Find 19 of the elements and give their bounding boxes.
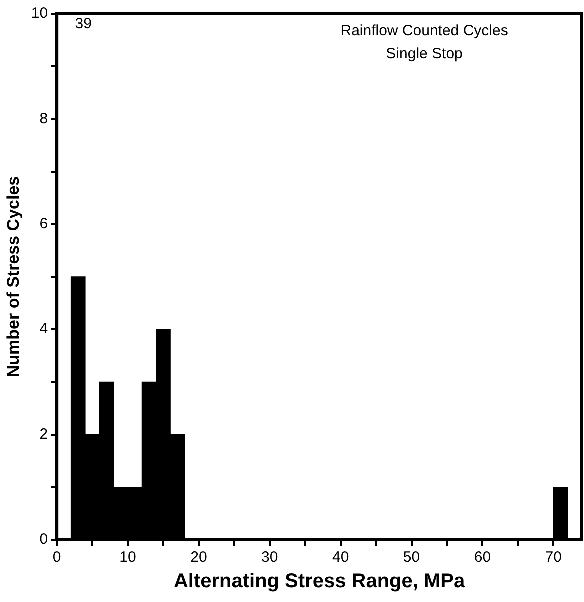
y-tick-label: 6: [40, 216, 48, 233]
annotation: Rainflow Counted Cycles: [340, 22, 508, 40]
y-tick-label: 2: [40, 426, 48, 443]
x-tick-label: 60: [474, 549, 492, 566]
annotation: Single Stop: [386, 46, 463, 63]
x-tick-label: 30: [262, 549, 278, 566]
x-tick-label: 40: [332, 549, 350, 566]
y-axis-title: Number of Stress Cycles: [4, 176, 23, 378]
text: 39: [75, 16, 92, 33]
y-tick-label: 4: [40, 320, 48, 338]
x-axis-title: Alternating Stress Range, MPa: [174, 570, 466, 593]
y-tick-label: 0: [40, 531, 48, 548]
y-tick-label: 10: [31, 5, 48, 22]
x-tick-label: 70: [545, 549, 562, 566]
x-tick-label: 0: [52, 549, 62, 566]
x-tick-label: 50: [403, 549, 420, 566]
x-tick-label: 20: [190, 549, 208, 566]
x-tick-label: 10: [120, 549, 136, 566]
y-tick-label: 8: [40, 110, 48, 128]
